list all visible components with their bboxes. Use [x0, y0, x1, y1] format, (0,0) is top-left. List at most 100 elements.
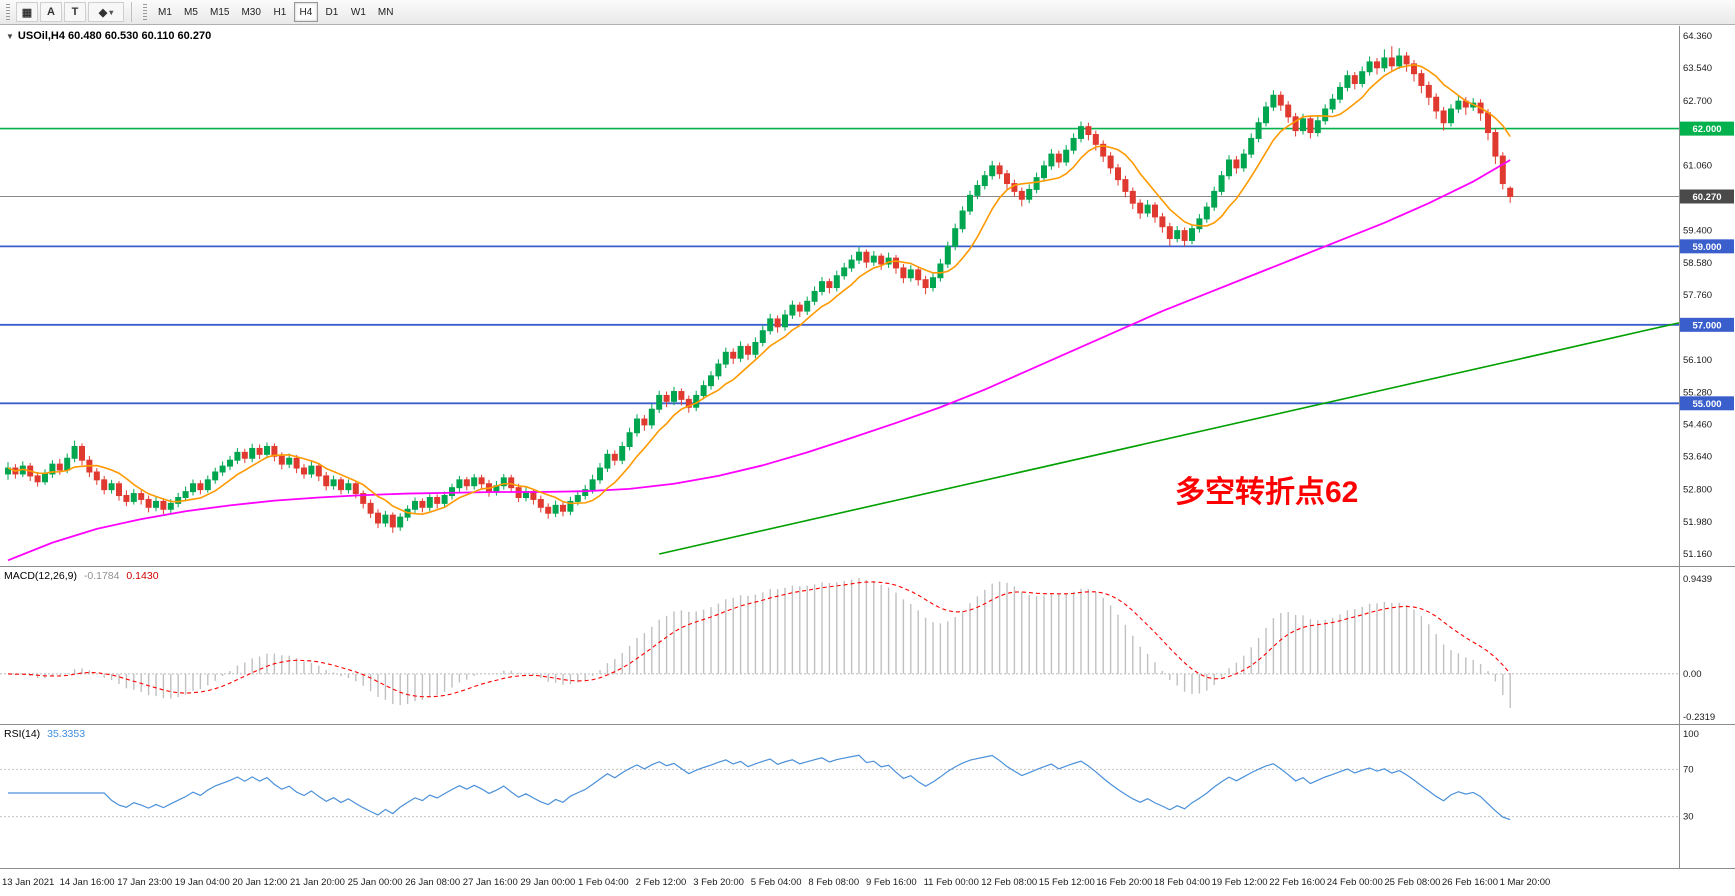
candle-body [389, 514, 396, 528]
candle-body [1322, 108, 1329, 122]
candle-body [463, 479, 470, 487]
candle-body [981, 175, 988, 187]
timeframe-m30-button[interactable]: M30 [236, 2, 265, 22]
candle-body [745, 345, 751, 355]
price-badge: 55.000 [1692, 399, 1721, 410]
shapes-dropdown-button[interactable]: ◆ ▾ [88, 2, 124, 22]
time-label: 20 Jan 12:00 [232, 877, 287, 888]
price-badge-bg [1680, 396, 1734, 411]
candle-body [582, 489, 589, 497]
candle-body [1033, 177, 1040, 190]
candle-body [426, 496, 433, 508]
rsi-name: RSI(14) [4, 728, 41, 740]
trendline[interactable] [659, 322, 1680, 555]
candle-body [375, 512, 381, 524]
candle-body [1307, 118, 1314, 134]
candle-body [1233, 159, 1240, 169]
candle-body [1041, 165, 1047, 179]
time-axis[interactable] [0, 868, 1735, 896]
candle-body [996, 165, 1003, 175]
candle-body [759, 330, 766, 343]
price-badge: 57.000 [1692, 320, 1721, 331]
timeframe-toolbar-drag-handle[interactable] [143, 4, 147, 20]
candle-body [1100, 143, 1107, 157]
candle-body [715, 363, 722, 377]
candle-body [685, 398, 692, 408]
timeframe-h4-button[interactable]: H4 [293, 2, 318, 22]
toolbar-drag-handle[interactable] [6, 4, 10, 20]
timeframe-m1-button[interactable]: M1 [153, 2, 177, 22]
candles-layer [5, 46, 1514, 533]
candle-body [301, 467, 307, 475]
macd-axis-max: 0.9439 [1683, 574, 1712, 585]
candle-body [330, 479, 337, 487]
time-label: 19 Feb 12:00 [1212, 877, 1268, 888]
chart-text-annotation[interactable]: 多空转折点62 [1175, 476, 1359, 509]
price-badge-bg [1680, 121, 1734, 136]
symbol-dropdown-icon[interactable]: ▼ [6, 32, 14, 41]
candle-body [449, 487, 455, 497]
candle-body [145, 498, 152, 508]
candle-body [663, 394, 670, 402]
price-axis[interactable] [1679, 26, 1735, 868]
candle-body [1388, 57, 1395, 67]
candle-body [508, 477, 515, 489]
candle-body [64, 457, 71, 471]
candle-body [700, 385, 707, 396]
candle-body [626, 432, 633, 447]
chevron-down-icon: ▾ [109, 7, 114, 17]
timeframe-w1-button[interactable]: W1 [346, 2, 371, 22]
candle-body [856, 251, 862, 261]
timeframe-m5-button[interactable]: M5 [179, 2, 203, 22]
chart-canvas[interactable]: 64.360 63.540 62.700 61.060 59.400 58.580 57.7… [0, 26, 1735, 896]
price-tick: 61.060 [1683, 161, 1712, 172]
cursor-tool-button[interactable]: A [40, 2, 62, 22]
timeframe-h1-button[interactable]: H1 [268, 2, 292, 22]
candle-body [1203, 206, 1210, 220]
candle-body [552, 504, 559, 514]
candle-body [338, 479, 344, 491]
timeframe-d1-button[interactable]: D1 [320, 2, 344, 22]
candle-body [1174, 230, 1181, 239]
candle-body [264, 445, 270, 455]
rsi-axis-30: 30 [1683, 812, 1694, 823]
macd-signal-line [7, 581, 1511, 698]
candle-body [1485, 112, 1491, 134]
price-tick-labels: 64.360 63.540 62.700 61.060 59.400 58.580 57.7… [1683, 31, 1712, 560]
price-tick: 57.760 [1683, 290, 1712, 301]
chart-area: 64.360 63.540 62.700 61.060 59.400 58.580 57.7… [0, 26, 1735, 896]
candle-body [656, 394, 663, 410]
time-label: 15 Feb 12:00 [1039, 877, 1095, 888]
candle-body [1359, 71, 1366, 84]
rsi-axis-70: 70 [1683, 764, 1694, 775]
candle-body [789, 304, 796, 316]
timeframe-m15-button[interactable]: M15 [205, 2, 234, 22]
candle-body [1396, 55, 1403, 67]
candle-body [397, 516, 404, 528]
candle-body [367, 502, 374, 514]
candle-body [1507, 187, 1514, 198]
macd-axis-zero: 0.00 [1683, 669, 1702, 680]
candle-body [619, 445, 626, 461]
candle-body [678, 391, 685, 400]
candle-body [1137, 202, 1144, 214]
text-tool-button[interactable]: T [64, 2, 86, 22]
price-badge-bg [1680, 317, 1734, 332]
time-label: 24 Feb 00:00 [1327, 877, 1383, 888]
timeframe-mn-button[interactable]: MN [373, 2, 399, 22]
chart-window-icon[interactable]: ▦ [16, 2, 38, 22]
time-label: 27 Jan 16:00 [463, 877, 518, 888]
ma-slow-line [7, 159, 1511, 562]
candle-body [271, 445, 278, 457]
candle-body [434, 496, 441, 504]
candle-body [574, 495, 581, 502]
candle-body [915, 269, 922, 281]
candle-body [1211, 190, 1218, 208]
candle-body [1026, 188, 1033, 200]
candle-body [1107, 155, 1114, 169]
candle-body [278, 455, 285, 465]
price-tick: 58.580 [1683, 258, 1712, 269]
price-tick: 52.800 [1683, 485, 1712, 496]
candle-body [641, 418, 648, 426]
candle-body [315, 465, 322, 477]
